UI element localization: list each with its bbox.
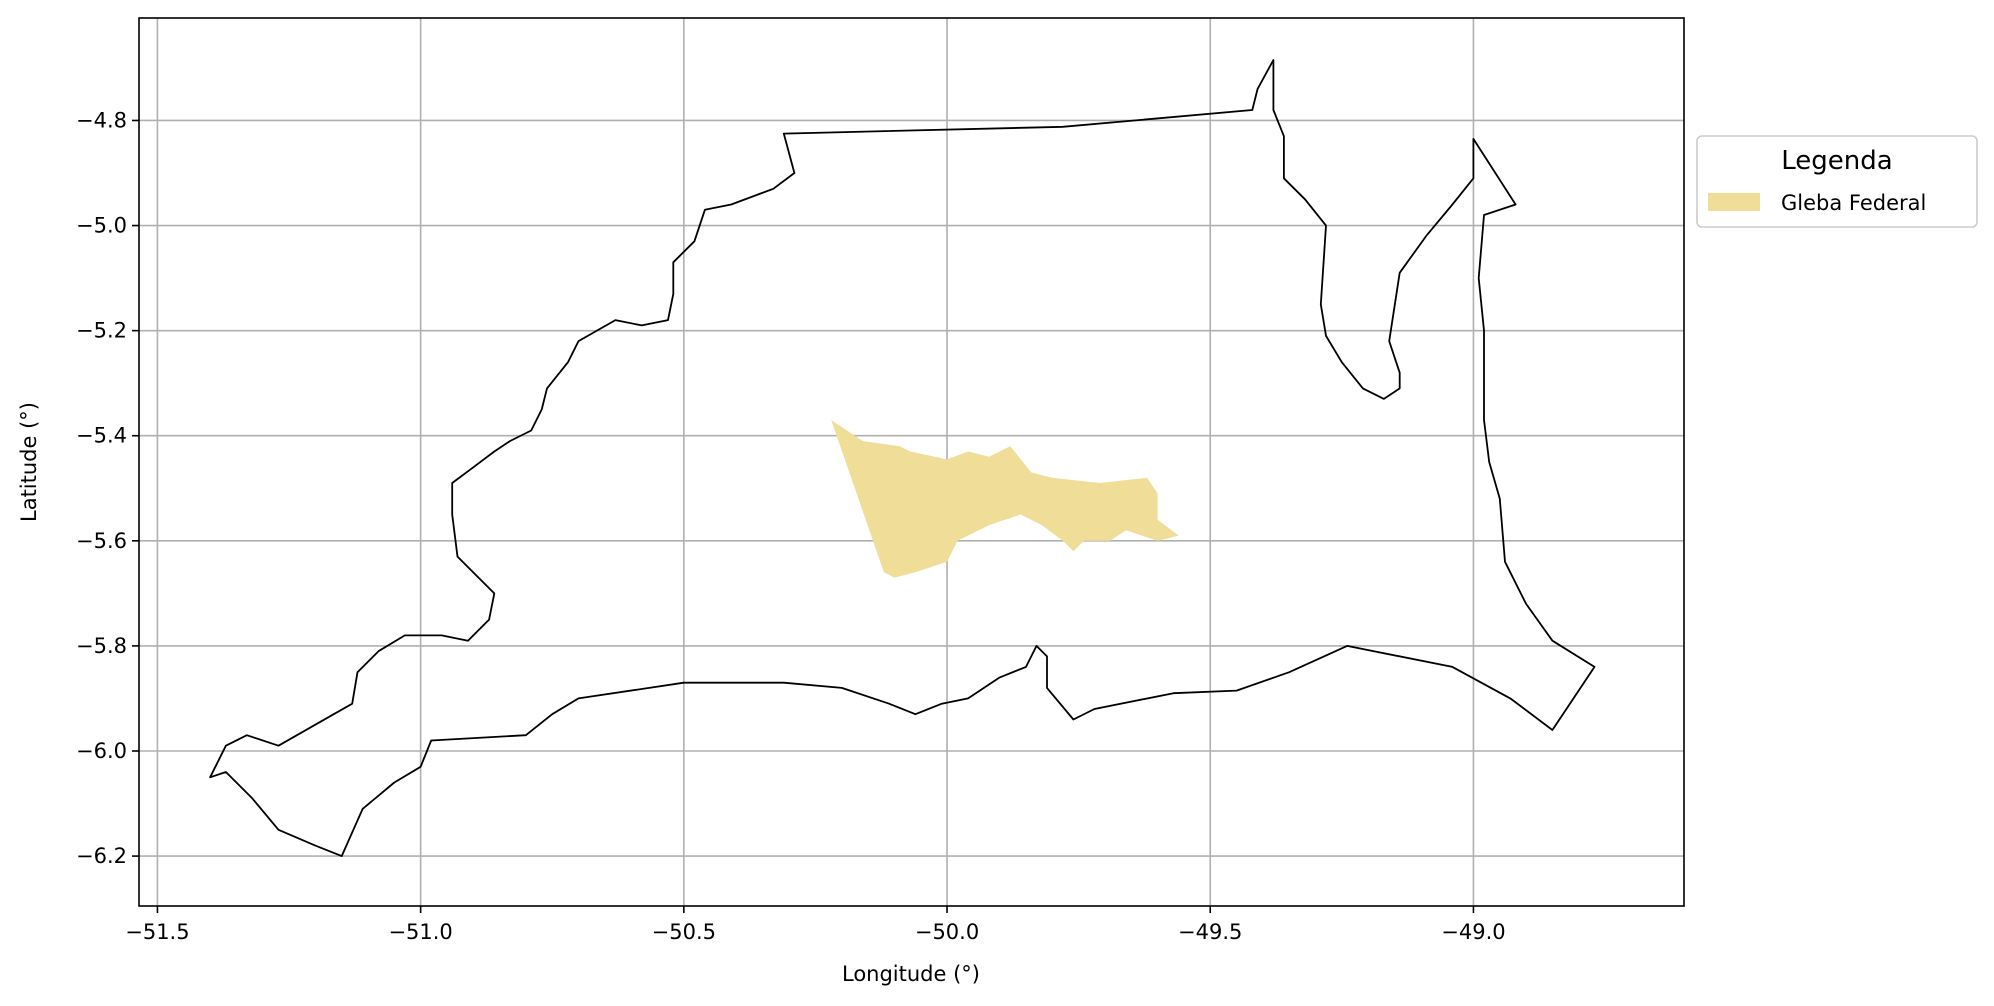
y-axis-label: Latitude (°) — [17, 402, 41, 522]
x-tick-label: −49.0 — [1441, 920, 1505, 944]
x-tick-label: −50.5 — [652, 920, 716, 944]
municipality-boundary — [209, 59, 1596, 857]
legend: Legenda Gleba Federal — [1696, 135, 1978, 228]
x-tick-label: −49.5 — [1178, 920, 1242, 944]
boundary-outline — [209, 59, 1596, 857]
y-tick-label: −6.0 — [76, 739, 127, 763]
gleba-federal-polygon — [831, 420, 1179, 578]
plot-frame — [138, 17, 1685, 907]
x-axis-ticks: −51.5 −51.0 −50.5 −50.0 −49.5 −49.0 — [125, 906, 1506, 944]
x-tick-label: −51.0 — [388, 920, 452, 944]
legend-box — [1696, 135, 1978, 228]
y-tick-label: −6.2 — [76, 844, 127, 868]
y-tick-label: −5.2 — [76, 319, 127, 343]
legend-label-gleba-federal: Gleba Federal — [1781, 191, 1926, 215]
y-axis-ticks: −4.8 −5.0 −5.2 −5.4 −5.6 −5.8 −6.0 −6.2 — [76, 108, 139, 868]
y-tick-label: −5.4 — [76, 424, 127, 448]
x-tick-label: −50.0 — [915, 920, 979, 944]
y-tick-label: −4.8 — [76, 108, 127, 132]
x-tick-label: −51.5 — [125, 920, 189, 944]
y-tick-label: −5.6 — [76, 529, 127, 553]
y-tick-label: −5.8 — [76, 634, 127, 658]
y-tick-label: −5.0 — [76, 214, 127, 238]
legend-swatch-gleba-federal — [1708, 193, 1760, 211]
x-axis-label: Longitude (°) — [842, 962, 980, 986]
gleba-federal-area — [831, 420, 1179, 578]
legend-title: Legenda — [1781, 146, 1892, 176]
